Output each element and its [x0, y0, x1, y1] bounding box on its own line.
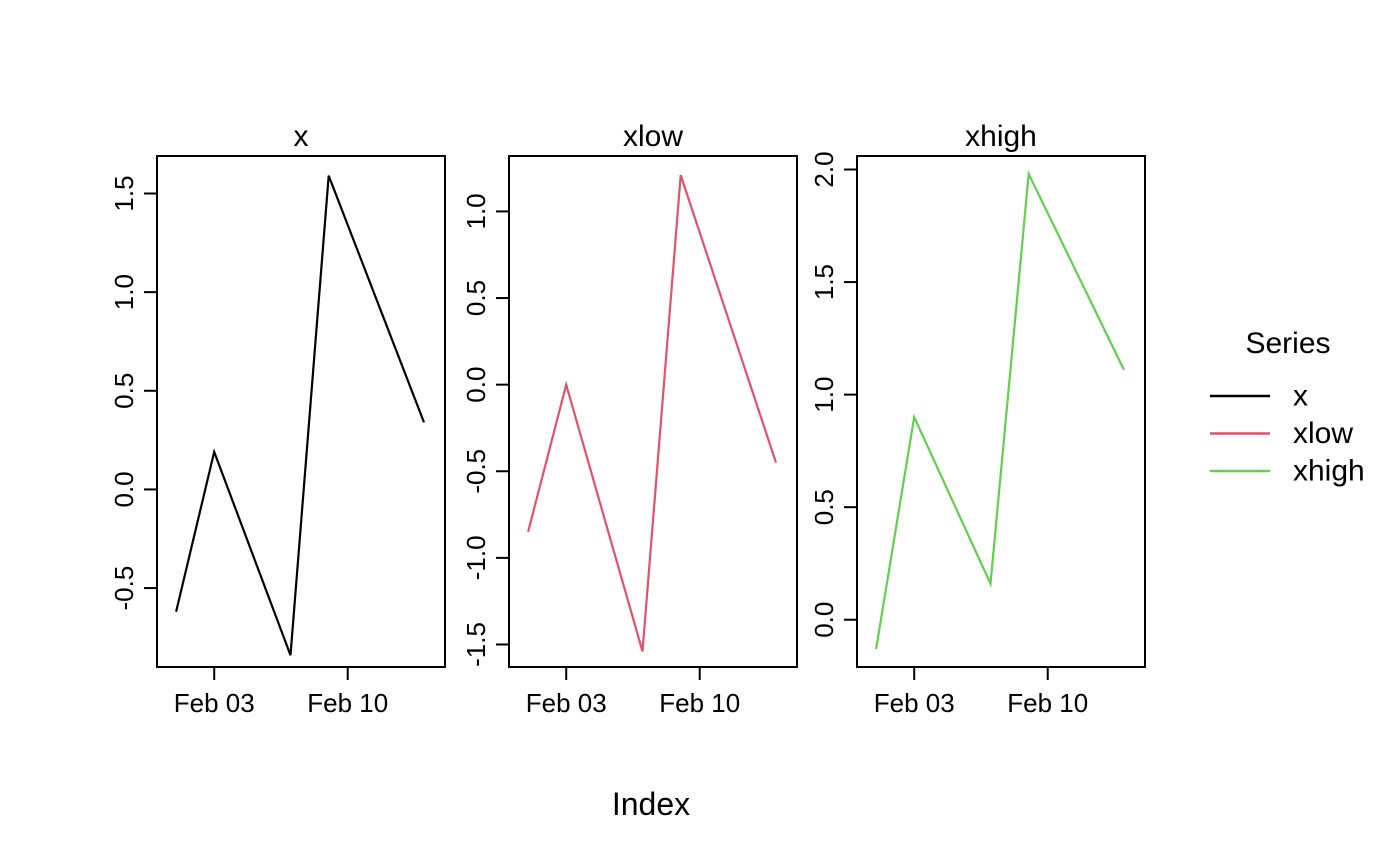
- panel-xlow: xlow -1.5 -1.0 -0.5 0.0 0.5 1.0 Feb 03 Feb 10: [461, 120, 798, 718]
- y-tick-label: 1.0: [461, 193, 491, 229]
- y-tick-label: 1.5: [109, 175, 139, 211]
- x-tick-label: Feb 03: [874, 688, 955, 718]
- panel-box: [508, 155, 798, 668]
- y-tick-label: -1.0: [461, 535, 491, 580]
- y-tick-label: 1.0: [809, 377, 839, 413]
- panel-box: [856, 155, 1146, 668]
- series-line-xhigh: [875, 169, 1125, 650]
- panel-xhigh: xhigh 0.0 0.5 1.0 1.5 2.0 Feb 03 Feb 10: [809, 120, 1146, 718]
- legend-title: Series: [1245, 327, 1330, 360]
- panel-title: xlow: [623, 120, 683, 153]
- panel-box: [156, 155, 446, 668]
- legend-label-xhigh: xhigh: [1293, 455, 1365, 488]
- y-tick-label: 1.0: [109, 274, 139, 310]
- panel-title: x: [294, 120, 309, 153]
- x-tick-label: Feb 10: [659, 688, 740, 718]
- y-tick-label: 0.5: [461, 280, 491, 316]
- y-tick-label: -0.5: [461, 449, 491, 494]
- legend-label-x: x: [1293, 380, 1308, 413]
- panel-title: xhigh: [965, 120, 1037, 153]
- x-tick-label: Feb 03: [174, 688, 255, 718]
- y-tick-label: -1.5: [461, 622, 491, 667]
- legend: Series x xlow xhigh: [1210, 327, 1365, 488]
- panel-x: x -0.5 0.0 0.5 1.0 1.5 Feb 03 Feb 10: [109, 120, 446, 718]
- x-tick-label: Feb 10: [307, 688, 388, 718]
- series-line-x: [175, 175, 426, 656]
- y-tick-label: -0.5: [109, 566, 139, 611]
- x-axis-label: Index: [612, 786, 690, 822]
- y-tick-label: 0.5: [109, 373, 139, 409]
- legend-label-xlow: xlow: [1293, 417, 1353, 450]
- y-tick-label: 0.0: [109, 471, 139, 507]
- y-tick-label: 1.5: [809, 264, 839, 300]
- series-line-xlow: [527, 174, 778, 652]
- y-tick-label: 0.0: [809, 602, 839, 638]
- y-tick-label: 0.0: [461, 367, 491, 403]
- y-tick-label: 0.5: [809, 489, 839, 525]
- x-tick-label: Feb 03: [526, 688, 607, 718]
- x-tick-label: Feb 10: [1007, 688, 1088, 718]
- y-tick-label: 2.0: [809, 151, 839, 187]
